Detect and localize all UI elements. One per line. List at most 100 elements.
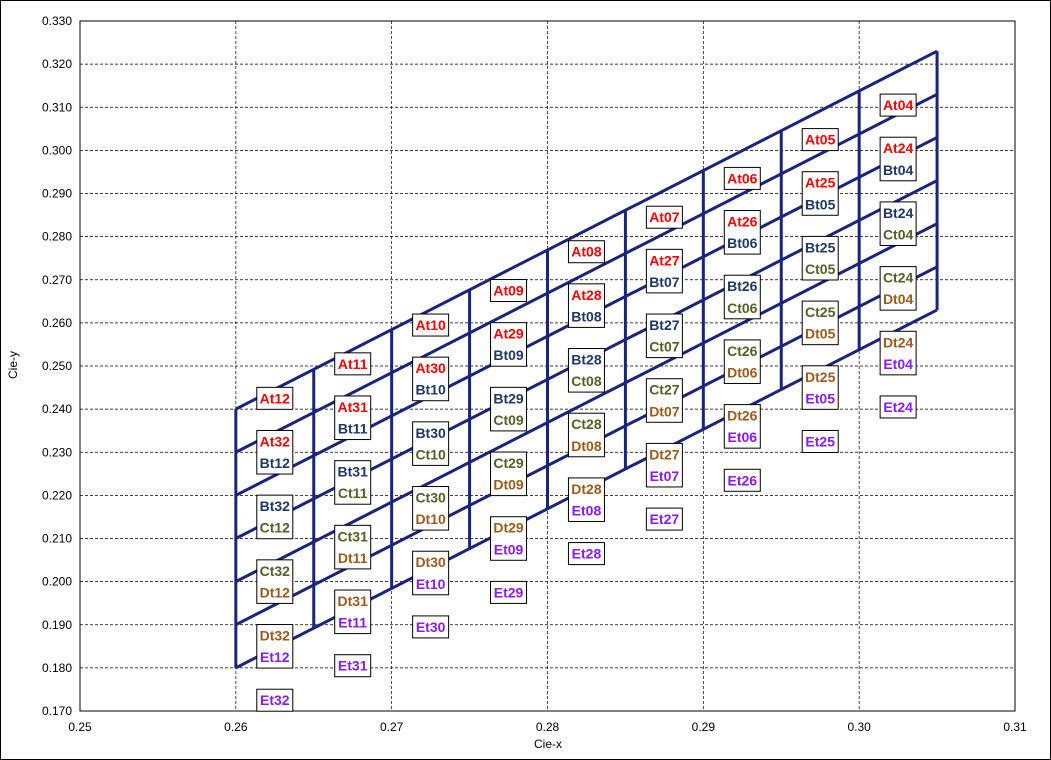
y-tick-label: 0.300	[42, 143, 72, 157]
point-label-et31: Et31	[338, 658, 368, 674]
point-label-et05: Et05	[805, 390, 835, 406]
point-label-bt08: Bt08	[571, 308, 602, 324]
point-label-bt07: Bt07	[649, 274, 680, 290]
point-label-dt29: Dt29	[493, 520, 524, 536]
point-label-bt26: Bt26	[727, 278, 758, 294]
point-label-dt10: Dt10	[415, 511, 446, 527]
point-label-ct09: Ct09	[493, 412, 524, 428]
point-label-at24: At24	[883, 140, 914, 156]
point-label-dt24: Dt24	[883, 334, 914, 350]
point-label-at12: At12	[260, 390, 291, 406]
point-label-dt05: Dt05	[805, 326, 836, 342]
point-label-at27: At27	[649, 252, 680, 268]
point-label-at06: At06	[727, 170, 758, 186]
point-label-bt05: Bt05	[805, 196, 836, 212]
y-tick-label: 0.330	[42, 14, 72, 28]
point-label-bt11: Bt11	[338, 421, 368, 437]
y-tick-label: 0.230	[42, 445, 72, 459]
x-tick-label: 0.25	[68, 720, 92, 734]
y-tick-label: 0.310	[42, 100, 72, 114]
point-label-et06: Et06	[728, 429, 758, 445]
x-tick-label: 0.31	[1003, 720, 1027, 734]
point-label-at09: At09	[493, 283, 524, 299]
point-label-dt31: Dt31	[338, 593, 369, 609]
point-label-at29: At29	[493, 326, 524, 342]
point-label-ct08: Ct08	[571, 373, 602, 389]
point-label-at04: At04	[883, 97, 914, 113]
y-tick-label: 0.280	[42, 230, 72, 244]
point-label-et32: Et32	[260, 692, 290, 708]
point-label-ct29: Ct29	[493, 455, 524, 471]
point-label-at25: At25	[805, 175, 836, 191]
point-label-bt29: Bt29	[493, 390, 524, 406]
point-label-et28: Et28	[572, 546, 602, 562]
point-label-bt25: Bt25	[805, 239, 836, 255]
point-label-et26: Et26	[728, 472, 758, 488]
point-label-at28: At28	[571, 287, 602, 303]
x-tick-label: 0.28	[536, 720, 560, 734]
point-label-at32: At32	[260, 433, 291, 449]
point-label-ct05: Ct05	[805, 261, 836, 277]
point-label-bt27: Bt27	[649, 317, 680, 333]
point-label-bt30: Bt30	[415, 425, 446, 441]
point-label-dt27: Dt27	[649, 446, 680, 462]
x-tick-label: 0.30	[847, 720, 871, 734]
point-label-et04: Et04	[883, 356, 913, 372]
x-axis-title: Cie-x	[534, 737, 562, 751]
point-label-ct12: Ct12	[260, 520, 291, 536]
point-label-et30: Et30	[416, 619, 446, 635]
point-label-et29: Et29	[494, 584, 524, 600]
y-axis-title: Cie-y	[6, 351, 20, 379]
y-tick-label: 0.210	[42, 532, 72, 546]
point-label-bt31: Bt31	[338, 464, 369, 480]
point-label-dt32: Dt32	[260, 628, 291, 644]
point-label-et07: Et07	[650, 468, 680, 484]
point-label-at05: At05	[805, 132, 836, 148]
y-tick-label: 0.220	[42, 488, 72, 502]
point-label-et27: Et27	[650, 511, 680, 527]
point-label-bt32: Bt32	[260, 498, 291, 514]
point-label-dt09: Dt09	[493, 477, 524, 493]
y-tick-label: 0.180	[42, 661, 72, 675]
point-label-et09: Et09	[494, 541, 524, 557]
y-tick-label: 0.190	[42, 618, 72, 632]
x-tick-label: 0.26	[224, 720, 248, 734]
point-label-dt26: Dt26	[727, 408, 758, 424]
y-tick-label: 0.170	[42, 704, 72, 718]
point-label-dt07: Dt07	[649, 403, 680, 419]
x-tick-label: 0.29	[692, 720, 716, 734]
point-label-et24: Et24	[883, 399, 913, 415]
y-tick-label: 0.250	[42, 359, 72, 373]
point-label-dt08: Dt08	[571, 438, 602, 454]
point-label-ct27: Ct27	[649, 382, 680, 398]
point-label-et10: Et10	[416, 576, 446, 592]
y-tick-label: 0.270	[42, 273, 72, 287]
point-label-dt06: Dt06	[727, 364, 758, 380]
point-label-et25: Et25	[805, 433, 835, 449]
point-label-bt10: Bt10	[415, 382, 446, 398]
point-label-ct07: Ct07	[649, 339, 680, 355]
point-label-at11: At11	[338, 356, 368, 372]
point-label-at30: At30	[415, 360, 446, 376]
point-label-ct10: Ct10	[415, 446, 446, 462]
point-label-bt12: Bt12	[260, 455, 291, 471]
point-label-at31: At31	[338, 399, 369, 415]
point-label-ct26: Ct26	[727, 343, 758, 359]
y-tick-label: 0.260	[42, 316, 72, 330]
point-label-ct24: Ct24	[883, 270, 914, 286]
point-label-ct25: Ct25	[805, 304, 836, 320]
point-label-dt25: Dt25	[805, 369, 836, 385]
point-label-bt09: Bt09	[493, 347, 524, 363]
point-label-at10: At10	[415, 317, 446, 333]
point-label-ct06: Ct06	[727, 300, 758, 316]
point-label-bt28: Bt28	[571, 352, 602, 368]
point-label-dt12: Dt12	[260, 584, 291, 600]
point-label-dt11: Dt11	[338, 550, 368, 566]
y-tick-label: 0.290	[42, 187, 72, 201]
point-label-dt04: Dt04	[883, 291, 914, 307]
y-tick-label: 0.240	[42, 402, 72, 416]
point-label-ct31: Ct31	[338, 528, 369, 544]
point-label-at08: At08	[571, 244, 602, 260]
y-tick-label: 0.320	[42, 57, 72, 71]
